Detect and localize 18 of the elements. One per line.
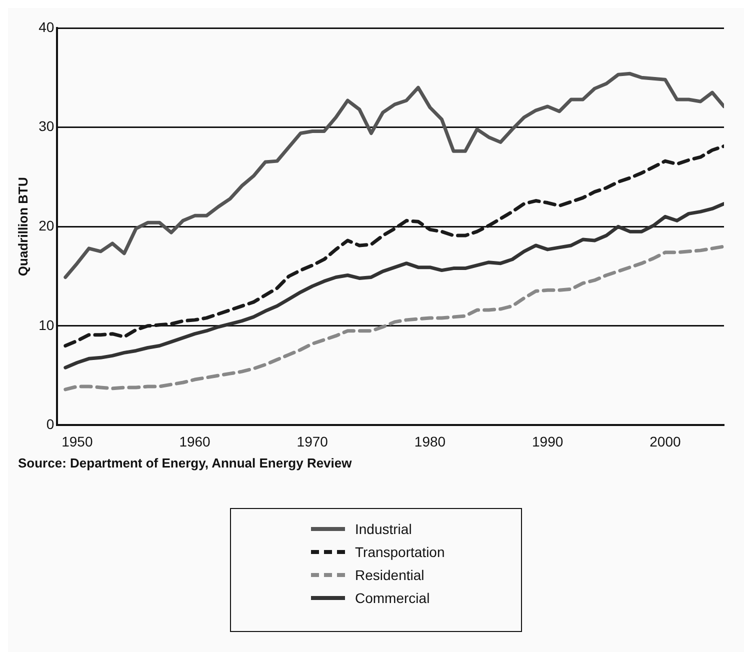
x-tick-label: 2000 — [650, 433, 681, 450]
x-tick-label: 1970 — [296, 433, 328, 450]
x-tick-label: 1990 — [532, 433, 564, 450]
y-tick-label: 0 — [46, 416, 54, 432]
x-tick-label: 1950 — [62, 433, 93, 450]
y-tick-label: 30 — [38, 118, 54, 134]
y-tick-label: 20 — [38, 217, 54, 234]
y-axis-title: Quadrillion BTU — [15, 177, 30, 276]
legend-label: Commercial — [355, 590, 430, 606]
y-tick-label: 40 — [38, 18, 54, 35]
line-series — [64, 244, 724, 392]
y-tick-label: 10 — [38, 316, 54, 333]
legend-label: Transportation — [355, 544, 445, 560]
x-tick-label: 1960 — [179, 433, 211, 450]
source-note: Source: Department of Energy, Annual Energy Review — [18, 455, 353, 470]
legend-label: Industrial — [355, 520, 412, 536]
legend-label: Residential — [355, 566, 424, 582]
x-tick-label: 1980 — [414, 433, 446, 450]
